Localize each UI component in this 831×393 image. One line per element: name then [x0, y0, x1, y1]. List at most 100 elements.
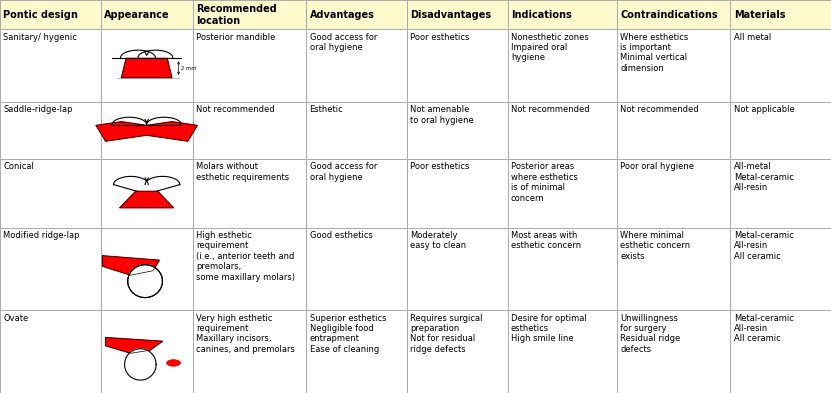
Bar	[193, 29, 307, 102]
Bar	[0, 159, 101, 228]
Polygon shape	[120, 191, 174, 208]
Bar	[407, 310, 508, 393]
Bar	[307, 228, 407, 310]
Bar	[730, 0, 831, 29]
Text: Ovate: Ovate	[3, 314, 28, 323]
Bar	[0, 228, 101, 310]
Bar	[0, 29, 101, 102]
Text: Not applicable: Not applicable	[734, 105, 794, 114]
Text: All metal: All metal	[734, 33, 771, 42]
Text: Poor oral hygiene: Poor oral hygiene	[620, 162, 694, 171]
Text: Superior esthetics
Negligible food
entrapment
Ease of cleaning: Superior esthetics Negligible food entra…	[310, 314, 386, 354]
Bar	[307, 102, 407, 159]
Text: Moderately
easy to clean: Moderately easy to clean	[411, 231, 466, 250]
Text: Not recommended: Not recommended	[196, 105, 274, 114]
Bar	[101, 0, 193, 29]
Bar	[193, 310, 307, 393]
Text: Posterior mandible: Posterior mandible	[196, 33, 275, 42]
Bar	[193, 0, 307, 29]
Bar	[407, 0, 508, 29]
Text: Modified ridge-lap: Modified ridge-lap	[3, 231, 80, 240]
Bar	[101, 159, 193, 228]
Text: Molars without
esthetic requirements: Molars without esthetic requirements	[196, 162, 289, 182]
Bar	[730, 29, 831, 102]
Text: Metal-ceramic
All-resin
All ceramic: Metal-ceramic All-resin All ceramic	[734, 231, 794, 261]
Circle shape	[166, 360, 180, 366]
Bar	[407, 159, 508, 228]
Bar	[193, 159, 307, 228]
Bar	[193, 228, 307, 310]
Polygon shape	[106, 338, 163, 353]
Bar	[730, 228, 831, 310]
Text: Poor esthetics: Poor esthetics	[411, 33, 470, 42]
Bar	[307, 310, 407, 393]
Text: Pontic design: Pontic design	[3, 10, 78, 20]
Bar	[407, 29, 508, 102]
Bar	[307, 0, 407, 29]
Text: Indications: Indications	[511, 10, 572, 20]
Bar	[617, 102, 730, 159]
Text: Poor esthetics: Poor esthetics	[411, 162, 470, 171]
Polygon shape	[128, 265, 163, 298]
Text: Good esthetics: Good esthetics	[310, 231, 372, 240]
Bar	[101, 228, 193, 310]
Text: Very high esthetic
requirement
Maxillary incisors,
canines, and premolars: Very high esthetic requirement Maxillary…	[196, 314, 295, 354]
Bar	[193, 102, 307, 159]
Bar	[508, 0, 617, 29]
Bar	[0, 0, 101, 29]
Bar	[508, 102, 617, 159]
Bar	[508, 310, 617, 393]
Bar	[407, 228, 508, 310]
Text: Desire for optimal
esthetics
High smile line: Desire for optimal esthetics High smile …	[511, 314, 587, 343]
Text: Where minimal
esthetic concern
exists: Where minimal esthetic concern exists	[620, 231, 691, 261]
Bar	[101, 102, 193, 159]
Bar	[508, 29, 617, 102]
Text: Appearance: Appearance	[104, 10, 170, 20]
Text: Not recommended: Not recommended	[511, 105, 589, 114]
Bar	[407, 102, 508, 159]
Text: Recommended
location: Recommended location	[196, 4, 277, 26]
Bar	[101, 29, 193, 102]
Bar	[617, 228, 730, 310]
Bar	[307, 159, 407, 228]
Bar	[617, 310, 730, 393]
Text: Requires surgical
preparation
Not for residual
ridge defects: Requires surgical preparation Not for re…	[411, 314, 483, 354]
Text: Materials: Materials	[734, 10, 785, 20]
Polygon shape	[102, 256, 160, 275]
Bar	[730, 102, 831, 159]
Text: All-metal
Metal-ceramic
All-resin: All-metal Metal-ceramic All-resin	[734, 162, 794, 192]
Bar	[101, 310, 193, 393]
Text: Unwillingness
for surgery
Residual ridge
defects: Unwillingness for surgery Residual ridge…	[620, 314, 681, 354]
Polygon shape	[96, 122, 197, 141]
Text: Nonesthetic zones
Impaired oral
hygiene: Nonesthetic zones Impaired oral hygiene	[511, 33, 588, 62]
Text: Not amenable
to oral hygiene: Not amenable to oral hygiene	[411, 105, 474, 125]
Text: Good access for
oral hygiene: Good access for oral hygiene	[310, 162, 377, 182]
Text: Disadvantages: Disadvantages	[411, 10, 491, 20]
Text: Metal-ceramic
All-resin
All ceramic: Metal-ceramic All-resin All ceramic	[734, 314, 794, 343]
Bar	[0, 310, 101, 393]
Bar	[508, 228, 617, 310]
Text: Not recommended: Not recommended	[620, 105, 699, 114]
Polygon shape	[121, 58, 172, 78]
Polygon shape	[125, 349, 156, 380]
Bar	[0, 102, 101, 159]
Text: Saddle-ridge-lap: Saddle-ridge-lap	[3, 105, 73, 114]
Text: Contraindications: Contraindications	[620, 10, 718, 20]
Bar	[730, 159, 831, 228]
Bar	[307, 29, 407, 102]
Text: 2 mm: 2 mm	[181, 66, 197, 71]
Text: Good access for
oral hygiene: Good access for oral hygiene	[310, 33, 377, 52]
Bar	[508, 159, 617, 228]
Text: Sanitary/ hygenic: Sanitary/ hygenic	[3, 33, 77, 42]
Text: High esthetic
requirement
(i.e., anterior teeth and
premolars,
some maxillary mo: High esthetic requirement (i.e., anterio…	[196, 231, 295, 282]
Bar	[617, 29, 730, 102]
Text: Posterior areas
where esthetics
is of minimal
concern: Posterior areas where esthetics is of mi…	[511, 162, 578, 202]
Text: Esthetic: Esthetic	[310, 105, 343, 114]
Bar	[617, 159, 730, 228]
Text: Conical: Conical	[3, 162, 34, 171]
Text: Where esthetics
is important
Minimal vertical
dimension: Where esthetics is important Minimal ver…	[620, 33, 688, 73]
Bar	[730, 310, 831, 393]
Text: Most areas with
esthetic concern: Most areas with esthetic concern	[511, 231, 581, 250]
Text: Advantages: Advantages	[310, 10, 375, 20]
Bar	[617, 0, 730, 29]
